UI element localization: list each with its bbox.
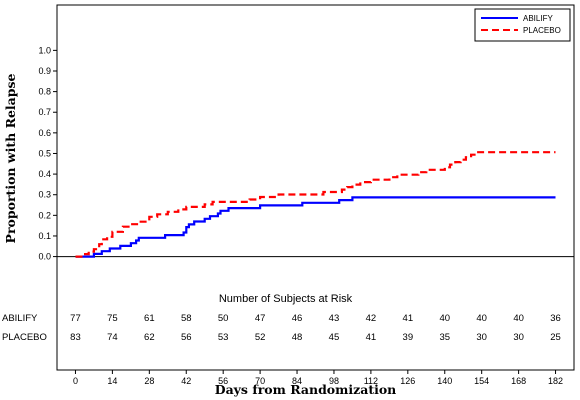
- series-layer: [75, 151, 556, 258]
- y-tick-label: 0.4: [38, 169, 51, 179]
- risk-table: Number of Subjects at Risk ABILIFY 77 75 61…: [2, 293, 561, 343]
- risk-value: 40: [439, 313, 450, 324]
- series-line-abilify: [75, 196, 556, 258]
- y-tick-label: 0.8: [38, 87, 51, 97]
- y-tick-label: 0.1: [38, 231, 51, 241]
- y-tick-label: 0.3: [38, 190, 51, 200]
- x-tick-label: 42: [181, 376, 191, 386]
- plot-frame: [56, 4, 575, 371]
- x-tick-label: 112: [364, 376, 378, 386]
- risk-value: 41: [366, 332, 377, 343]
- x-tick-label: 154: [474, 376, 489, 386]
- x-tick-label: 14: [107, 376, 117, 386]
- risk-value: 25: [550, 332, 561, 343]
- risk-value: 56: [181, 332, 192, 343]
- x-tick-label: 0: [73, 376, 78, 386]
- risk-value: 36: [550, 313, 561, 324]
- risk-value: 62: [144, 332, 155, 343]
- risk-row-label: PLACEBO: [2, 332, 47, 343]
- y-axis: 0.0 0.1 0.2 0.3 0.4 0.5 0.6 0.7 0.8 0.9 1.0: [38, 45, 57, 262]
- y-tick-label: 1.0: [38, 45, 51, 55]
- risk-value: 45: [329, 332, 340, 343]
- x-axis: 0 14 28 42 56 70 84 98 112 126 140 154 168 182: [73, 370, 563, 386]
- risk-value: 74: [107, 332, 118, 343]
- y-tick-label: 0.7: [38, 107, 51, 117]
- y-axis-title: Proportion with Relapse: [3, 73, 18, 243]
- risk-value: 42: [366, 313, 377, 324]
- risk-value: 50: [218, 313, 229, 324]
- risk-value: 52: [255, 332, 266, 343]
- legend-label-abilify: ABILIFY: [523, 14, 553, 23]
- legend-box: [474, 8, 571, 42]
- risk-table-title: Number of Subjects at Risk: [219, 293, 353, 305]
- x-tick-label: 168: [511, 376, 526, 386]
- risk-value: 75: [107, 313, 118, 324]
- x-tick-label: 84: [292, 376, 302, 386]
- risk-value: 43: [329, 313, 340, 324]
- x-tick-label: 98: [329, 376, 339, 386]
- x-tick-label: 182: [548, 376, 563, 386]
- risk-value: 77: [70, 313, 81, 324]
- risk-value: 41: [403, 313, 414, 324]
- legend-label-placebo: PLACEBO: [523, 26, 561, 35]
- x-tick-label: 140: [437, 376, 452, 386]
- risk-value: 30: [476, 332, 487, 343]
- x-tick-label: 70: [255, 376, 265, 386]
- x-tick-label: 28: [144, 376, 154, 386]
- risk-value: 30: [513, 332, 524, 343]
- x-axis-title: Days from Randomization: [215, 382, 397, 397]
- legend: ABILIFY PLACEBO: [474, 8, 571, 42]
- risk-value: 48: [292, 332, 303, 343]
- risk-value: 58: [181, 313, 192, 324]
- y-tick-label: 0.6: [38, 128, 51, 138]
- risk-value: 40: [476, 313, 487, 324]
- risk-value: 39: [403, 332, 414, 343]
- risk-value: 40: [513, 313, 524, 324]
- risk-row-label: ABILIFY: [2, 313, 38, 324]
- series-line-placebo: [75, 151, 556, 258]
- risk-value: 35: [439, 332, 450, 343]
- x-tick-label: 126: [400, 376, 415, 386]
- x-tick-label: 56: [218, 376, 228, 386]
- risk-value: 61: [144, 313, 155, 324]
- risk-value: 47: [255, 313, 266, 324]
- risk-value: 83: [70, 332, 81, 343]
- y-tick-label: 0.2: [38, 210, 51, 220]
- y-tick-label: 0.9: [38, 66, 51, 76]
- y-tick-label: 0.5: [38, 148, 51, 158]
- risk-value: 53: [218, 332, 229, 343]
- y-tick-label: 0.0: [38, 252, 51, 262]
- risk-value: 46: [292, 313, 303, 324]
